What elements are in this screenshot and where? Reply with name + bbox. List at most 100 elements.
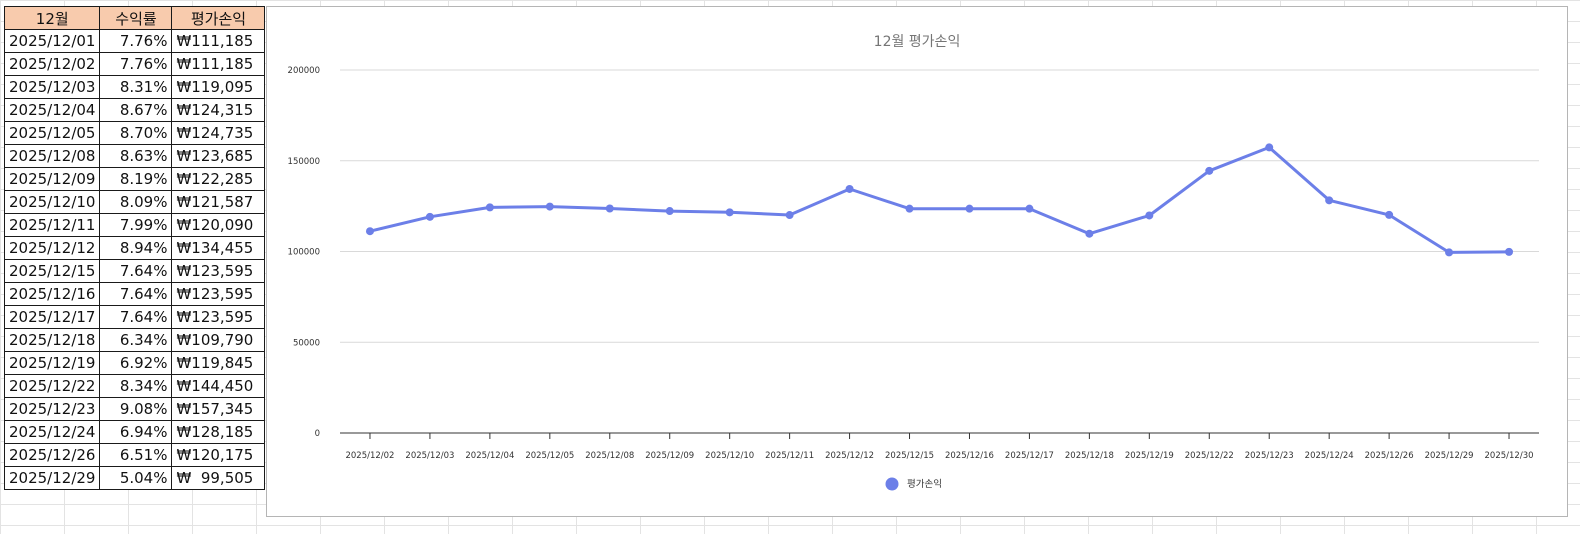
- table-row: 2025/12/15 7.64% ₩123,595: [3, 259, 266, 283]
- cell-valuation-pnl[interactable]: ₩128,185: [171, 420, 266, 444]
- cell-valuation-pnl[interactable]: ₩111,185: [171, 29, 266, 53]
- data-point[interactable]: [665, 207, 674, 216]
- cell-date[interactable]: 2025/12/11: [3, 213, 101, 237]
- chart-container[interactable]: 12월 평가손익 0 50000 100000 150000 200000 2025/12…: [266, 6, 1568, 517]
- x-tick-label: 2025/12/24: [1305, 451, 1354, 461]
- cell-return-rate[interactable]: 7.64%: [99, 282, 173, 306]
- cell-date[interactable]: 2025/12/15: [3, 259, 101, 283]
- cell-date[interactable]: 2025/12/22: [3, 374, 101, 398]
- data-point[interactable]: [725, 208, 734, 217]
- cell-return-rate[interactable]: 6.34%: [99, 328, 173, 352]
- cell-date[interactable]: 2025/12/08: [3, 144, 101, 168]
- cell-valuation-pnl[interactable]: ₩123,595: [171, 282, 266, 306]
- data-point[interactable]: [425, 212, 434, 221]
- data-point[interactable]: [1085, 229, 1094, 238]
- cell-date[interactable]: 2025/12/24: [3, 420, 101, 444]
- header-valuation-pnl[interactable]: 평가손익: [171, 6, 266, 30]
- header-return-rate[interactable]: 수익률: [99, 6, 173, 30]
- data-point[interactable]: [605, 204, 614, 213]
- data-point[interactable]: [785, 211, 794, 220]
- table-row: 2025/12/18 6.34% ₩109,790: [3, 328, 266, 352]
- x-tick-label: 2025/12/02: [345, 451, 394, 461]
- table-row: 2025/12/10 8.09% ₩121,587: [3, 190, 266, 214]
- cell-date[interactable]: 2025/12/26: [3, 443, 101, 467]
- cell-date[interactable]: 2025/12/19: [3, 351, 101, 375]
- cell-valuation-pnl[interactable]: ₩124,735: [171, 121, 266, 145]
- cell-return-rate[interactable]: 7.76%: [99, 29, 173, 53]
- cell-valuation-pnl[interactable]: ₩123,595: [171, 259, 266, 283]
- data-point[interactable]: [1265, 143, 1274, 152]
- y-tick-label: 150000: [288, 157, 320, 167]
- cell-valuation-pnl[interactable]: ₩111,185: [171, 52, 266, 76]
- cell-return-rate[interactable]: 8.94%: [99, 236, 173, 260]
- cell-valuation-pnl[interactable]: ₩119,845: [171, 351, 266, 375]
- cell-date[interactable]: 2025/12/10: [3, 190, 101, 214]
- cell-date[interactable]: 2025/12/12: [3, 236, 101, 260]
- cell-date[interactable]: 2025/12/05: [3, 121, 101, 145]
- cell-date[interactable]: 2025/12/09: [3, 167, 101, 191]
- cell-date[interactable]: 2025/12/18: [3, 328, 101, 352]
- table-row: 2025/12/12 8.94% ₩134,455: [3, 236, 266, 260]
- data-point[interactable]: [1445, 248, 1454, 257]
- cell-date[interactable]: 2025/12/16: [3, 282, 101, 306]
- table-row: 2025/12/29 5.04% ₩ 99,505: [3, 466, 266, 490]
- data-point[interactable]: [485, 203, 494, 212]
- cell-return-rate[interactable]: 6.51%: [99, 443, 173, 467]
- cell-valuation-pnl[interactable]: ₩109,790: [171, 328, 266, 352]
- data-point[interactable]: [1505, 247, 1514, 256]
- cell-return-rate[interactable]: 6.92%: [99, 351, 173, 375]
- cell-date[interactable]: 2025/12/17: [3, 305, 101, 329]
- cell-valuation-pnl[interactable]: ₩144,450: [171, 374, 266, 398]
- cell-return-rate[interactable]: 6.94%: [99, 420, 173, 444]
- cell-return-rate[interactable]: 8.63%: [99, 144, 173, 168]
- table-row: 2025/12/24 6.94% ₩128,185: [3, 420, 266, 444]
- cell-return-rate[interactable]: 8.70%: [99, 121, 173, 145]
- cell-valuation-pnl[interactable]: ₩120,175: [171, 443, 266, 467]
- y-tick-label: 0: [315, 429, 320, 439]
- cell-valuation-pnl[interactable]: ₩157,345: [171, 397, 266, 421]
- data-point[interactable]: [1205, 166, 1214, 175]
- data-point[interactable]: [545, 202, 554, 211]
- data-point[interactable]: [1025, 204, 1034, 213]
- cell-date[interactable]: 2025/12/04: [3, 98, 101, 122]
- data-point[interactable]: [845, 184, 854, 193]
- cell-valuation-pnl[interactable]: ₩119,095: [171, 75, 266, 99]
- table-row: 2025/12/05 8.70% ₩124,735: [3, 121, 266, 145]
- cell-return-rate[interactable]: 9.08%: [99, 397, 173, 421]
- cell-valuation-pnl[interactable]: ₩123,685: [171, 144, 266, 168]
- data-point[interactable]: [365, 227, 374, 236]
- cell-return-rate[interactable]: 7.99%: [99, 213, 173, 237]
- cell-return-rate[interactable]: 8.67%: [99, 98, 173, 122]
- data-point[interactable]: [1385, 210, 1394, 219]
- data-point[interactable]: [905, 204, 914, 213]
- x-tick-label: 2025/12/22: [1185, 451, 1234, 461]
- chart-title: 12월 평가손익: [874, 34, 961, 50]
- cell-valuation-pnl[interactable]: ₩121,587: [171, 190, 266, 214]
- data-point[interactable]: [1325, 196, 1334, 205]
- header-month[interactable]: 12월: [3, 6, 101, 30]
- data-point[interactable]: [965, 204, 974, 213]
- table-row: 2025/12/22 8.34% ₩144,450: [3, 374, 266, 398]
- cell-date[interactable]: 2025/12/01: [3, 29, 101, 53]
- cell-return-rate[interactable]: 8.19%: [99, 167, 173, 191]
- cell-date[interactable]: 2025/12/29: [3, 466, 101, 490]
- cell-return-rate[interactable]: 8.09%: [99, 190, 173, 214]
- cell-return-rate[interactable]: 7.64%: [99, 259, 173, 283]
- cell-valuation-pnl[interactable]: ₩120,090: [171, 213, 266, 237]
- cell-date[interactable]: 2025/12/03: [3, 75, 101, 99]
- cell-return-rate[interactable]: 7.64%: [99, 305, 173, 329]
- cell-return-rate[interactable]: 5.04%: [99, 466, 173, 490]
- cell-valuation-pnl[interactable]: ₩123,595: [171, 305, 266, 329]
- cell-return-rate[interactable]: 8.34%: [99, 374, 173, 398]
- data-point[interactable]: [1145, 211, 1154, 220]
- cell-valuation-pnl[interactable]: ₩122,285: [171, 167, 266, 191]
- cell-valuation-pnl[interactable]: ₩134,455: [171, 236, 266, 260]
- x-tick-label: 2025/12/29: [1425, 451, 1474, 461]
- cell-date[interactable]: 2025/12/23: [3, 397, 101, 421]
- cell-date[interactable]: 2025/12/02: [3, 52, 101, 76]
- cell-valuation-pnl[interactable]: ₩ 99,505: [171, 466, 266, 490]
- table-row: 2025/12/09 8.19% ₩122,285: [3, 167, 266, 191]
- cell-return-rate[interactable]: 7.76%: [99, 52, 173, 76]
- cell-valuation-pnl[interactable]: ₩124,315: [171, 98, 266, 122]
- cell-return-rate[interactable]: 8.31%: [99, 75, 173, 99]
